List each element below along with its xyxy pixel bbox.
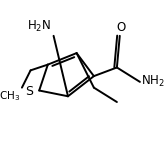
Text: CH$_3$: CH$_3$ [0, 89, 20, 103]
Text: H$_2$N: H$_2$N [27, 19, 51, 34]
Text: NH$_2$: NH$_2$ [141, 74, 164, 89]
Text: O: O [117, 21, 126, 34]
Text: S: S [25, 85, 33, 98]
